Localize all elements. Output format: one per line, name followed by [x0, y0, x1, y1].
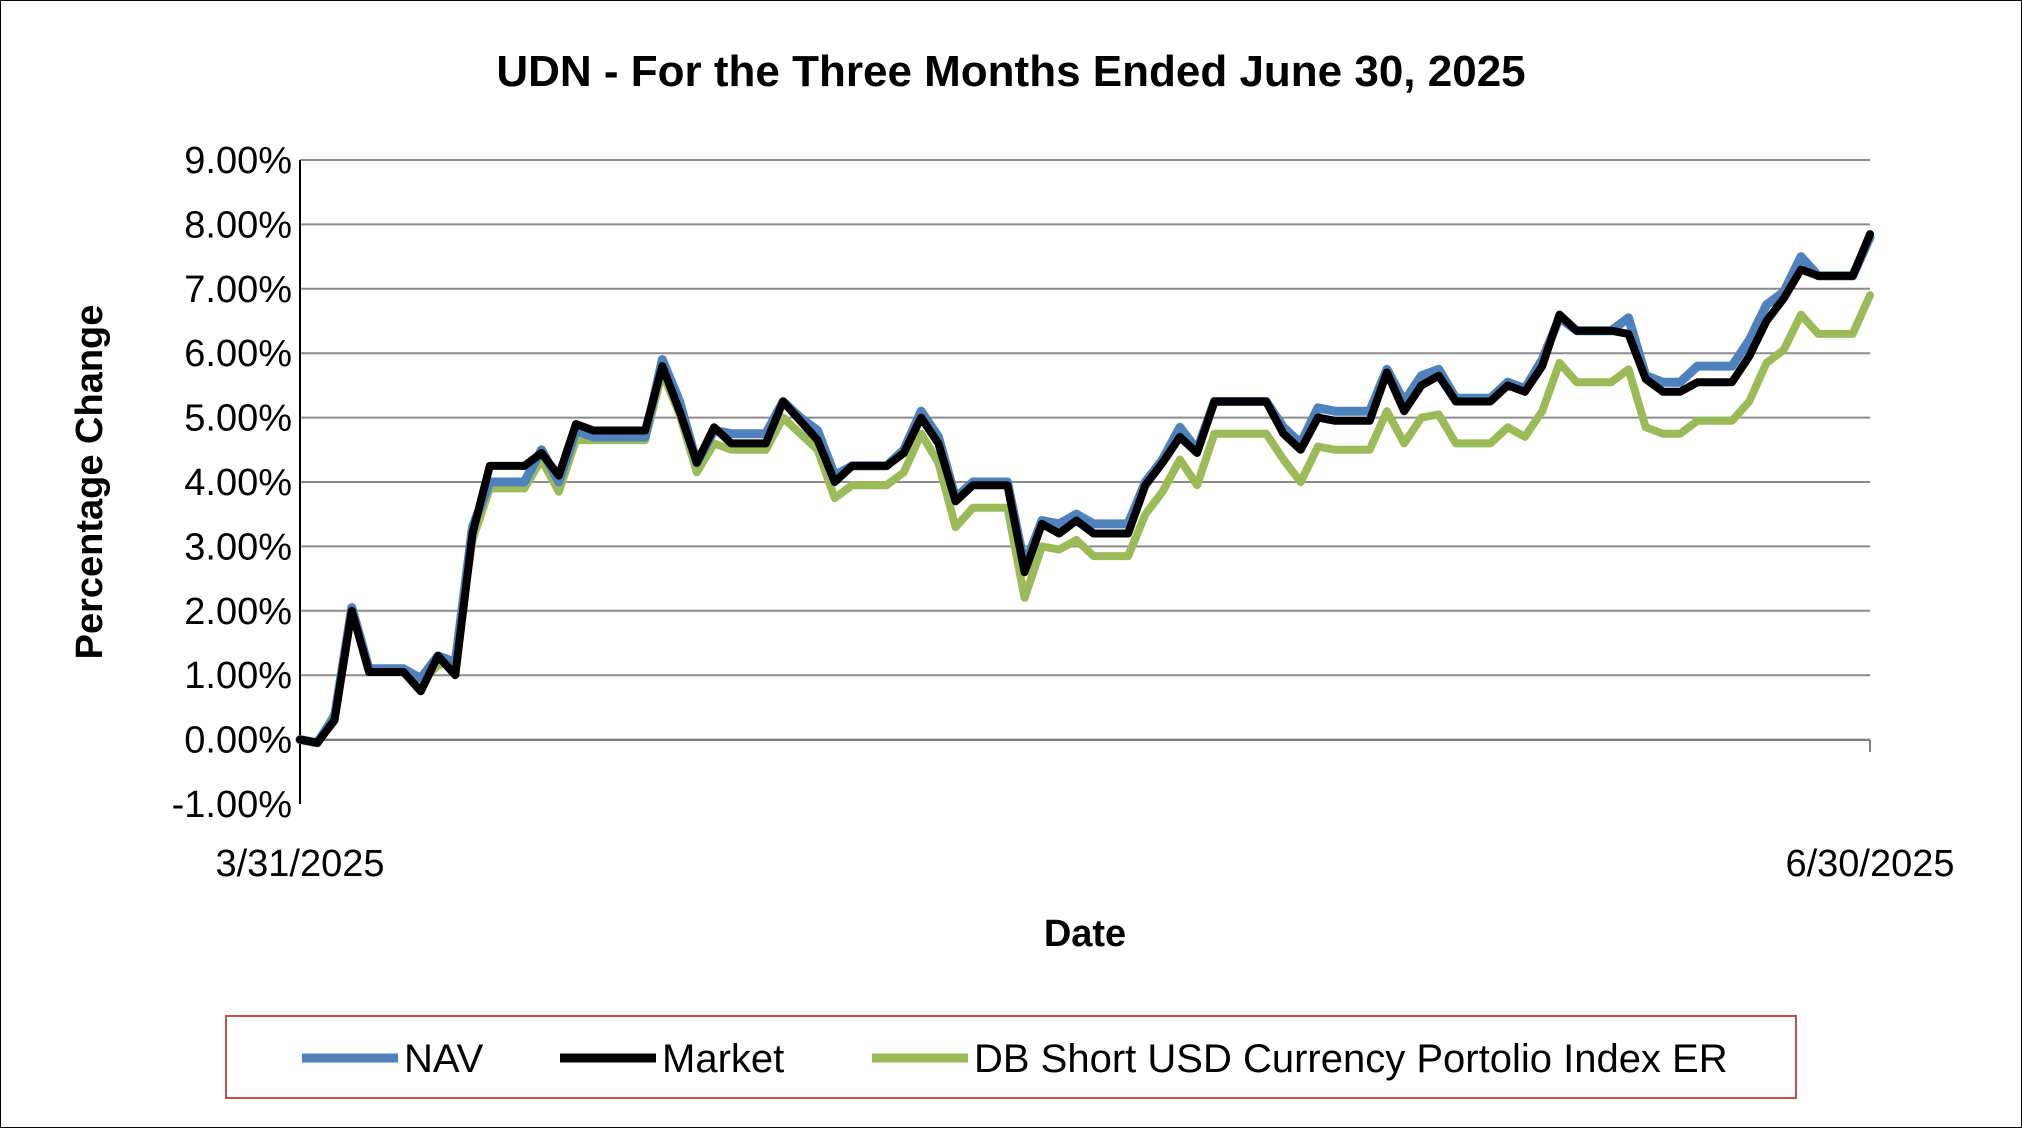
y-tick-label: 9.00%	[184, 140, 292, 182]
legend-box	[225, 1015, 1797, 1099]
y-tick-labels: 9.00% 8.00% 7.00% 6.00% 5.00% 4.00% 3.00% 2.00%…	[172, 140, 292, 826]
legend-label-db-short-usd: DB Short USD Currency Portolio Index ER	[974, 1037, 1728, 1081]
legend: NAV Market DB Short USD Currency Portoli…	[225, 1015, 1797, 1099]
y-tick-label: 5.00%	[184, 398, 292, 440]
nav-series-line	[295, 232, 1875, 748]
y-tick-label: 8.00%	[184, 204, 292, 246]
y-tick-label: 3.00%	[184, 526, 292, 568]
y-tick-label: 7.00%	[184, 269, 292, 311]
chart-title: UDN - For the Three Months Ended June 30…	[496, 47, 1525, 96]
market-series-line	[296, 230, 1874, 747]
x-tick-label-start: 3/31/2025	[215, 843, 384, 885]
gridlines	[300, 159, 1870, 741]
series-layer	[295, 230, 1875, 748]
y-tick-label: -1.00%	[172, 784, 292, 826]
y-tick-label: 2.00%	[184, 591, 292, 633]
y-tick-label: 0.00%	[184, 720, 292, 762]
legend-label-market: Market	[662, 1037, 784, 1081]
legend-label-nav: NAV	[404, 1037, 484, 1081]
y-axis-title: Percentage Change	[69, 305, 111, 660]
y-tick-label: 1.00%	[184, 655, 292, 697]
x-tick-label-end: 6/30/2025	[1785, 843, 1954, 885]
x-axis-title: Date	[1044, 913, 1126, 955]
y-tick-label: 6.00%	[184, 333, 292, 375]
y-tick-label: 4.00%	[184, 462, 292, 504]
